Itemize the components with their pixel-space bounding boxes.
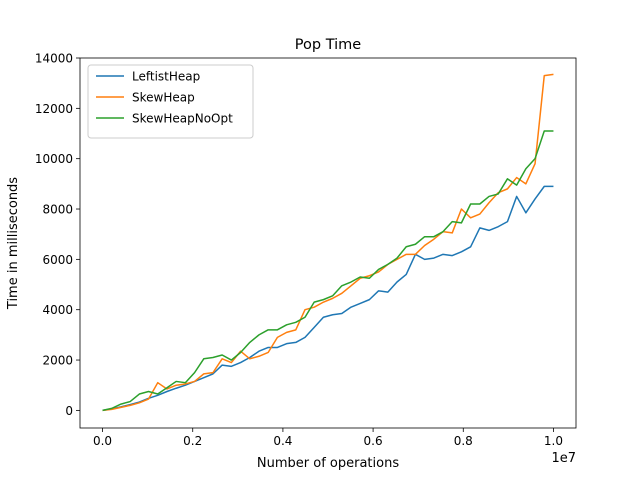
y-tick-label: 2000 <box>42 354 73 368</box>
y-axis-label: Time in milliseconds <box>6 177 21 310</box>
plot-area-frame <box>79 57 577 429</box>
x-tick-label: 0.8 <box>454 434 473 448</box>
legend-box <box>87 64 254 139</box>
y-tick-label: 6000 <box>42 253 73 267</box>
series-lines <box>102 73 554 412</box>
x-tick-label: 0.2 <box>183 434 202 448</box>
x-axis-ticks: 0.0 0.2 0.4 0.6 0.8 1.0 <box>93 428 563 448</box>
y-tick-label: 0 <box>65 404 73 418</box>
x-axis-multiplier: 1e7 <box>551 451 576 466</box>
legend-entry-label: SkewHeap <box>132 91 195 105</box>
y-tick-label: 14000 <box>35 52 73 66</box>
x-axis-label: Number of operations <box>257 456 399 471</box>
series-line-leftistheap <box>102 185 554 412</box>
series-line-skewheapnoopt <box>102 130 554 412</box>
legend: LeftistHeap SkewHeap SkewHeapNoOpt <box>87 64 254 139</box>
x-tick-label: 1.0 <box>544 434 563 448</box>
legend-entry-label: SkewHeapNoOpt <box>132 112 233 126</box>
y-axis-ticks: 0 2000 4000 6000 8000 10000 12000 14000 <box>35 52 80 418</box>
x-tick-label: 0.6 <box>364 434 383 448</box>
chart-title: Pop Time <box>295 37 361 53</box>
y-tick-label: 12000 <box>35 102 73 116</box>
x-tick-label: 0.0 <box>93 434 112 448</box>
x-tick-label: 0.4 <box>273 434 292 448</box>
legend-entry-label: LeftistHeap <box>132 70 200 84</box>
series-line-skewheap <box>102 73 554 412</box>
y-tick-label: 10000 <box>35 152 73 166</box>
y-tick-label: 4000 <box>42 303 73 317</box>
y-tick-label: 8000 <box>42 203 73 217</box>
